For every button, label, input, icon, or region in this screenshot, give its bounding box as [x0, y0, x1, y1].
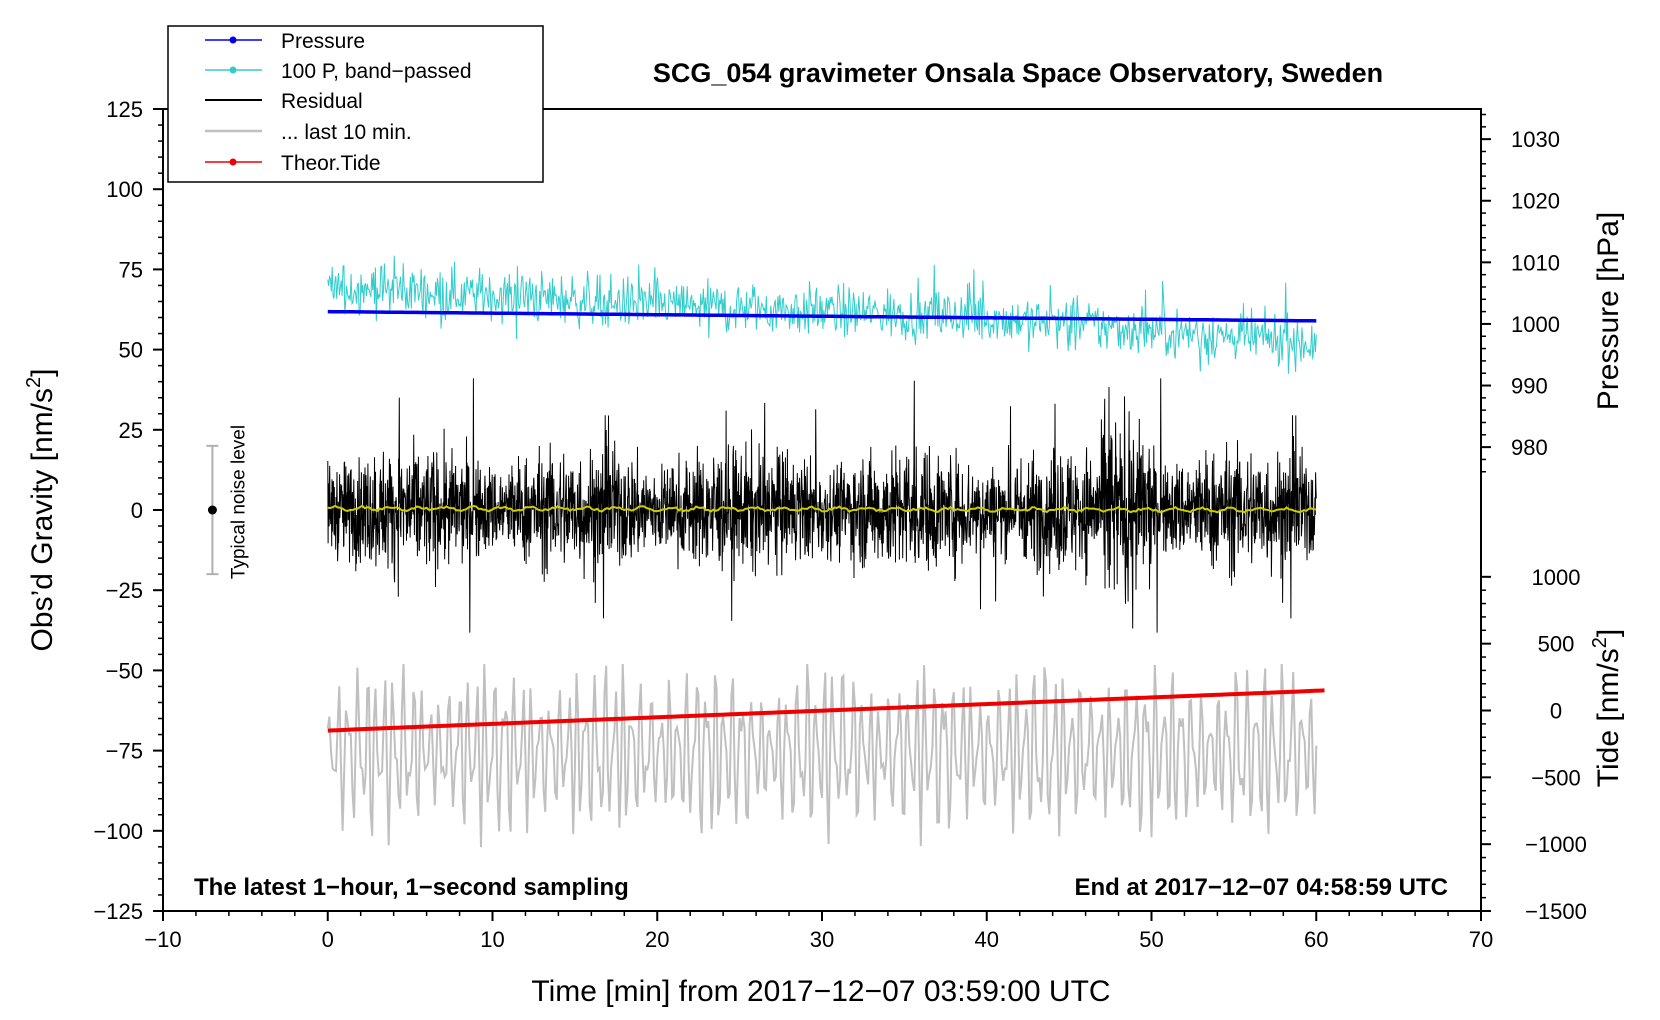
y-left-tick-label: 75 [119, 257, 143, 282]
y-left-tick-label: 25 [119, 418, 143, 443]
series-theor-tide [327, 688, 1325, 733]
y-axis-label-tide-main: Tide [nm/s [1592, 648, 1625, 787]
y-left-tick-label: 100 [106, 177, 143, 202]
pressure-tick-label: 1020 [1511, 189, 1560, 214]
note-left: The latest 1−hour, 1−second sampling [194, 874, 629, 901]
x-axis-label: Time [min] from 2017−12−07 03:59:00 UTC [531, 975, 1110, 1008]
legend-entry-pressure: Pressure [205, 30, 365, 53]
series-residual [327, 378, 1317, 633]
y-axis-label-left-sup: 2 [23, 377, 45, 388]
legend-label-pressure: Pressure [281, 30, 365, 53]
noise-label: Typical noise level [228, 425, 249, 579]
x-tick-label: 70 [1469, 927, 1493, 952]
legend: Pressure 100 P, band−passed Residual ...… [167, 25, 544, 183]
note-right: End at 2017−12−07 04:58:59 UTC [1074, 874, 1448, 901]
y-axis-label-left: Obs’d Gravity [nm/s2] [23, 369, 59, 652]
series-layer [326, 255, 1325, 848]
legend-entry-residual: Residual [205, 90, 363, 113]
y-axis-label-tide-end: ] [1592, 629, 1625, 637]
x-tick-label: 30 [810, 927, 834, 952]
series-pressure [327, 309, 1317, 323]
legend-label-last-10-min: ... last 10 min. [281, 121, 412, 144]
legend-label-theor-tide: Theor.Tide [281, 152, 381, 175]
chart-title: SCG_054 gravimeter Onsala Space Observat… [653, 58, 1383, 88]
tide-tick-label: −1500 [1525, 899, 1587, 924]
y-left-tick-label: 50 [119, 338, 143, 363]
x-tick-label: 0 [322, 927, 334, 952]
y-axis-label-tide: Tide [nm/s2] [1589, 629, 1625, 787]
y-left-tick-label: −50 [106, 658, 143, 683]
x-tick-label: 20 [645, 927, 669, 952]
y-left-tick-label: −125 [93, 899, 143, 924]
legend-box [167, 25, 544, 183]
pressure-tick-label: 980 [1511, 435, 1548, 460]
tide-tick-label: −1000 [1525, 832, 1587, 857]
pressure-tick-label: 1010 [1511, 250, 1560, 275]
y-left-tick-label: −25 [106, 578, 143, 603]
tide-tick-label: 1000 [1532, 565, 1581, 590]
series-band-passed [327, 255, 1317, 374]
y-axis-label-left-end: ] [26, 369, 59, 377]
ticks-layer: −10 0 10 20 30 40 50 60 701251007550250−25−50−75… [93, 97, 1586, 952]
tide-tick-label: 500 [1538, 632, 1575, 657]
x-tick-label: 10 [480, 927, 504, 952]
x-tick-label: 40 [975, 927, 999, 952]
y-axis-label-tide-sup: 2 [1589, 637, 1611, 648]
legend-entry-band-passed: 100 P, band−passed [205, 60, 472, 83]
series-last-10-min [326, 663, 1318, 848]
tide-tick-label: 0 [1550, 699, 1562, 724]
y-axis-label-left-main: Obs’d Gravity [nm/s [26, 388, 59, 651]
x-tick-label: −10 [144, 927, 181, 952]
legend-label-residual: Residual [281, 90, 363, 113]
legend-marker-theor-tide [229, 158, 237, 166]
x-tick-label: 50 [1139, 927, 1163, 952]
y-left-tick-label: 0 [131, 498, 143, 523]
y-left-tick-label: −75 [106, 739, 143, 764]
tide-tick-label: −500 [1531, 765, 1581, 790]
y-left-tick-label: 125 [106, 97, 143, 122]
noise-level-marker: Typical noise level [206, 425, 249, 579]
x-tick-label: 60 [1304, 927, 1328, 952]
pressure-tick-label: 1030 [1511, 127, 1560, 152]
y-axis-label-pressure: Pressure [hPa] [1592, 212, 1625, 410]
series-residual-smoothed [327, 504, 1317, 514]
legend-label-band-passed: 100 P, band−passed [281, 60, 472, 83]
pressure-tick-label: 990 [1511, 374, 1548, 399]
legend-marker-band-passed [229, 66, 237, 74]
noise-dot [207, 505, 217, 515]
y-left-tick-label: −100 [93, 819, 143, 844]
legend-marker-pressure [229, 36, 237, 44]
pressure-tick-label: 1000 [1511, 312, 1560, 337]
legend-entry-theor-tide: Theor.Tide [205, 152, 381, 175]
legend-entry-last-10-min: ... last 10 min. [205, 121, 412, 144]
